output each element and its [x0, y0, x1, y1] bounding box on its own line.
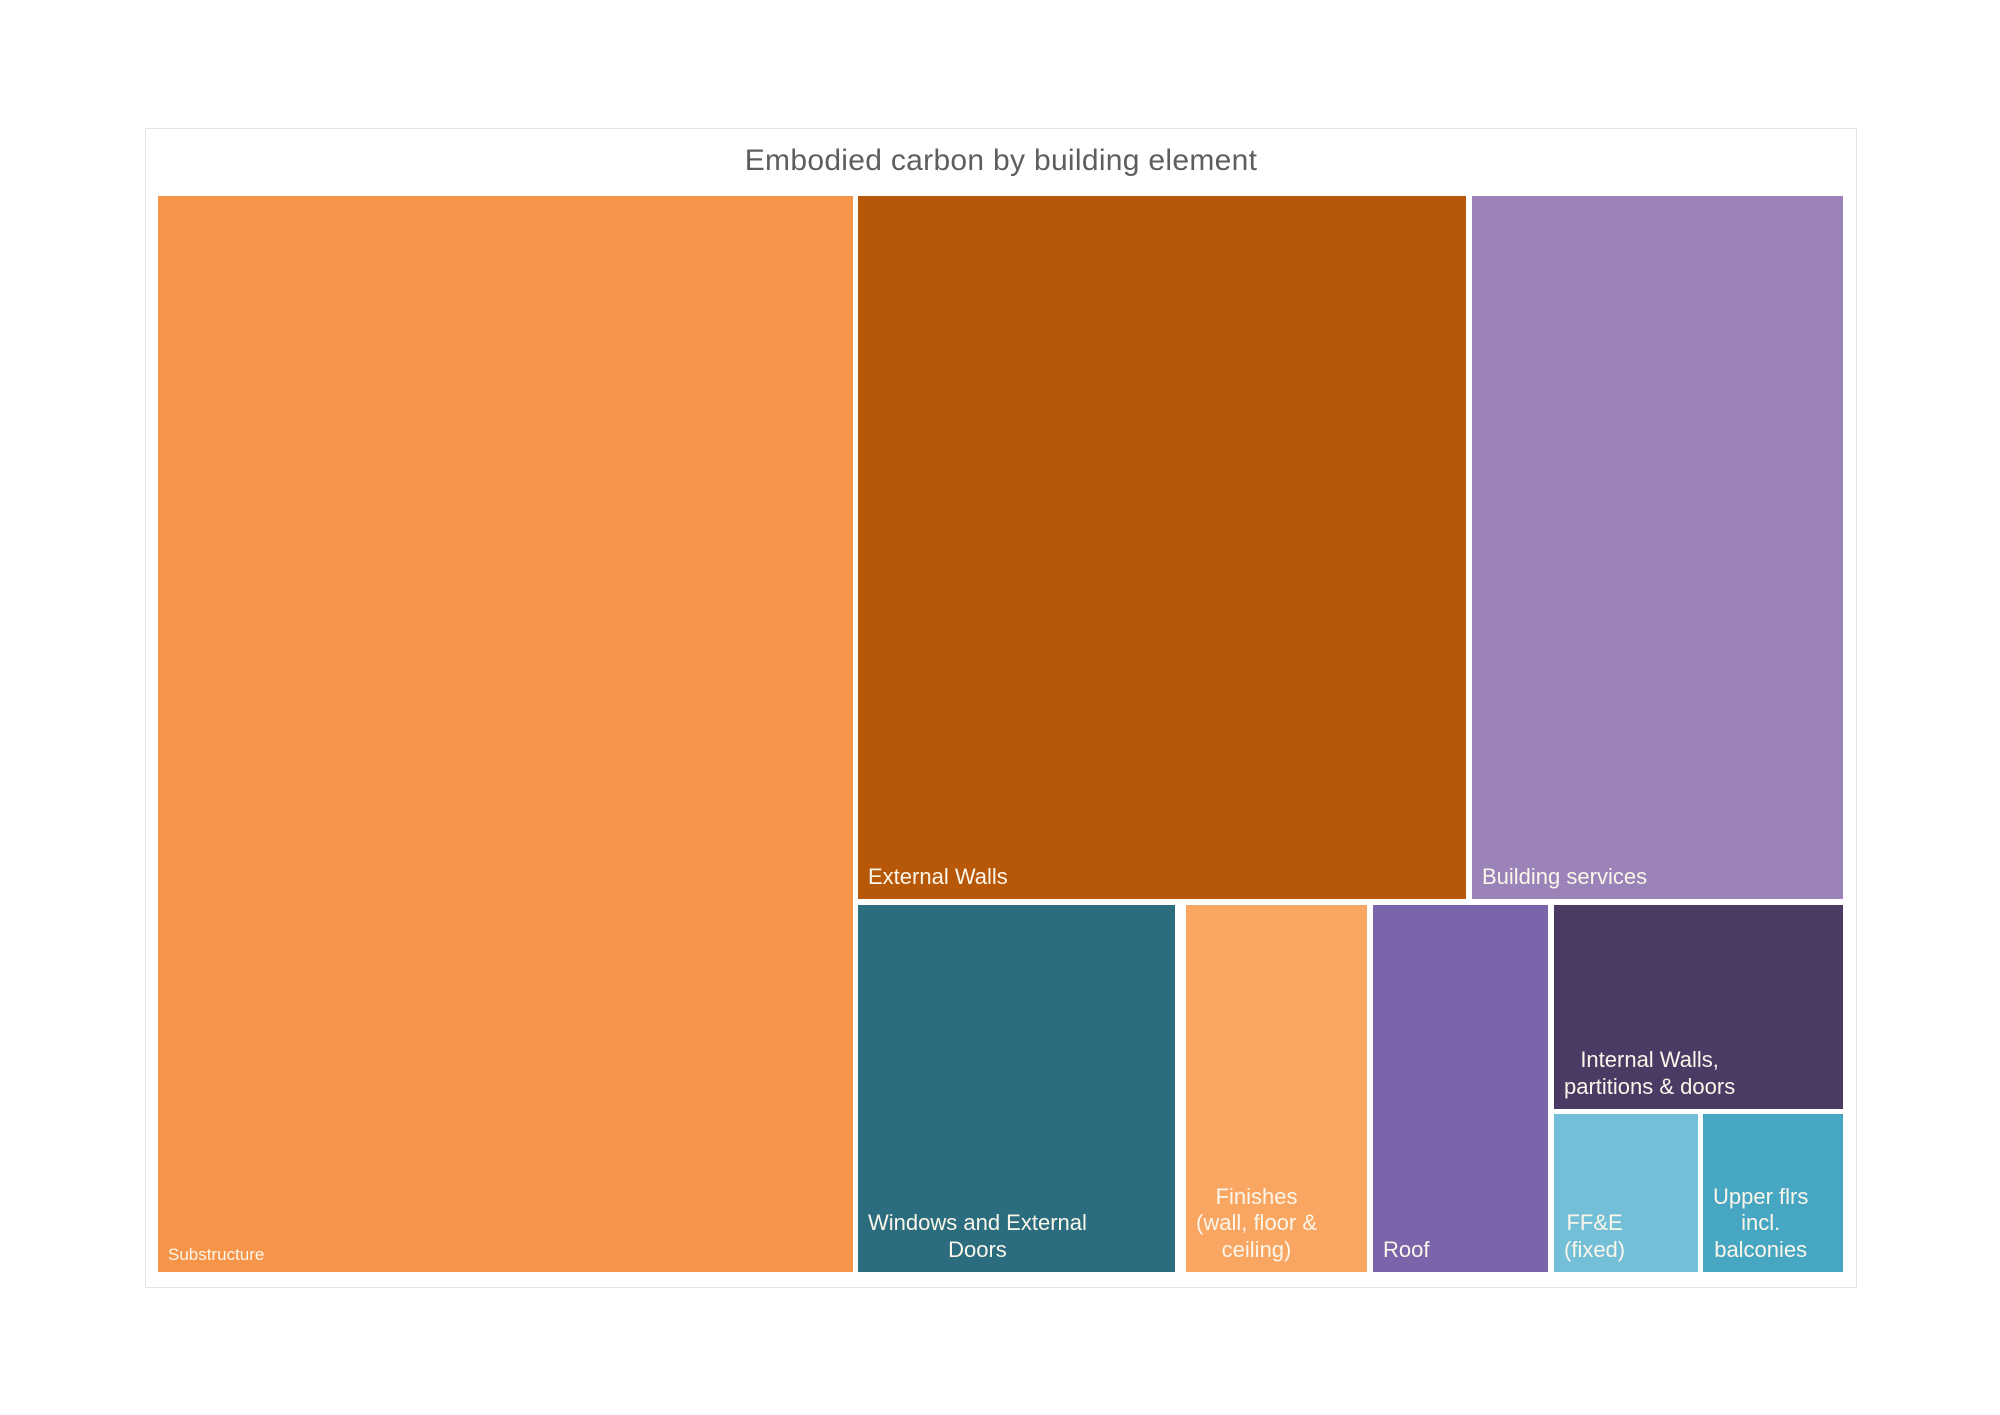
treemap-cell-upper-floors[interactable]: Upper flrs incl. balconies	[1703, 1114, 1843, 1272]
treemap-cell-building-services[interactable]: Building services	[1472, 196, 1843, 899]
treemap-cell-label: Building services	[1482, 863, 1648, 889]
chart-title: Embodied carbon by building element	[744, 144, 1258, 177]
treemap-cell-ffe-fixed[interactable]: FF&E (fixed)	[1554, 1114, 1698, 1272]
treemap-cell-external-walls[interactable]: External Walls	[858, 196, 1466, 899]
treemap-cell-windows-and-external-doors[interactable]: Windows and External Doors	[858, 905, 1175, 1272]
treemap-cell-label: Finishes (wall, floor & ceiling)	[1196, 1183, 1318, 1262]
treemap-cell-internal-walls[interactable]: Internal Walls, partitions & doors	[1554, 905, 1843, 1109]
treemap-cell-label: FF&E (fixed)	[1564, 1210, 1626, 1262]
treemap-cell-label: Internal Walls, partitions & doors	[1564, 1047, 1736, 1099]
treemap-cell-substructure[interactable]: Substructure	[158, 196, 853, 1272]
treemap-cell-label: Upper flrs incl. balconies	[1713, 1183, 1809, 1262]
treemap-cell-label: Roof	[1383, 1236, 1430, 1262]
treemap-cell-label: External Walls	[868, 863, 1008, 889]
chart-card: Embodied carbon by building element Subs…	[145, 128, 1857, 1288]
treemap-cell-label: Windows and External Doors	[868, 1210, 1087, 1262]
treemap-cell-finishes[interactable]: Finishes (wall, floor & ceiling)	[1186, 905, 1367, 1272]
treemap-plot: Substructure External Walls Building ser…	[158, 196, 1843, 1272]
treemap-cell-roof[interactable]: Roof	[1373, 905, 1548, 1272]
treemap-cell-label: Substructure	[168, 1244, 265, 1264]
